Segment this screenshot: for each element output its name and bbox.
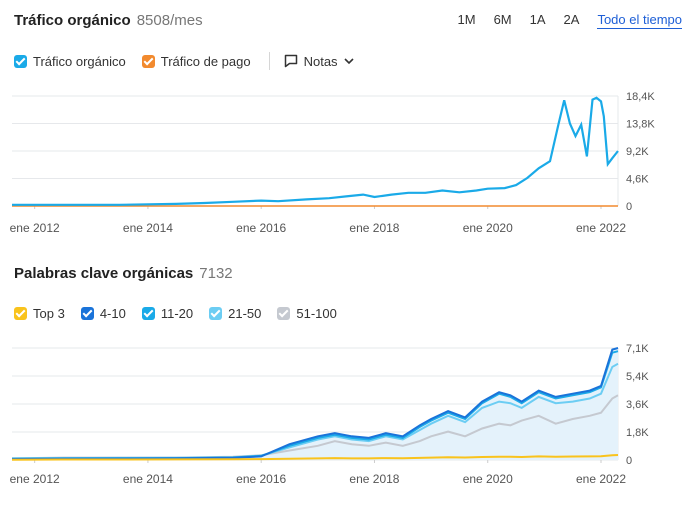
- x-tick-label: ene 2012: [10, 221, 60, 235]
- legend-top3[interactable]: Top 3: [14, 306, 65, 321]
- legend-4-10[interactable]: 4-10: [80, 306, 126, 321]
- x-tick-label: ene 2018: [349, 221, 399, 235]
- x-tick-label: ene 2020: [463, 221, 513, 235]
- legend-label: Top 3: [33, 306, 65, 321]
- keywords-value: 7132: [199, 265, 233, 282]
- y-tick-label: 9,2K: [626, 146, 649, 158]
- range-1m[interactable]: 1M: [457, 12, 476, 27]
- divider: [268, 52, 270, 70]
- legend-label: 21-50: [228, 306, 262, 321]
- organic-keywords-chart: 7,1K 5,4K 3,6K 1,8K 0 ene 2012 ene 2014 ene 201…: [10, 343, 650, 486]
- legend-label: 11-20: [160, 306, 194, 321]
- x-tick-label: ene 2014: [123, 221, 173, 235]
- checkbox-icon[interactable]: [80, 307, 94, 320]
- x-tick-label: ene 2016: [236, 221, 286, 235]
- traffic-legend: Tráfico orgánico Tráfico de pago Notas: [14, 52, 370, 70]
- checkbox-icon[interactable]: [277, 307, 291, 320]
- y-tick-label: 5,4K: [626, 371, 649, 383]
- checkbox-icon[interactable]: [141, 54, 155, 68]
- x-tick-label: ene 2022: [576, 221, 626, 235]
- keywords-legend: Top 3 4-10 11-20 21-50 51-100: [14, 306, 353, 321]
- y-tick-label: 7,1K: [626, 343, 649, 355]
- legend-21-50[interactable]: 21-50: [209, 306, 261, 321]
- x-tick-label: ene 2016: [236, 472, 286, 486]
- checkbox-icon[interactable]: [14, 307, 27, 320]
- range-all-time[interactable]: Todo el tiempo: [597, 12, 682, 29]
- y-tick-label: 18,4K: [626, 91, 655, 103]
- y-tick-label: 0: [626, 455, 632, 467]
- legend-label: Tráfico orgánico: [33, 53, 126, 69]
- legend-label: 51-100: [296, 306, 337, 321]
- x-tick-label: ene 2014: [123, 472, 173, 486]
- traffic-title-label: Tráfico orgánico: [14, 12, 131, 29]
- legend-organic-traffic[interactable]: Tráfico orgánico: [14, 54, 126, 69]
- chevron-down-icon: [343, 58, 354, 65]
- organic-traffic-chart: 18,4K 13,8K 9,2K 4,6K 0 ene 2012 ene 2014 ene 2…: [10, 91, 656, 235]
- y-tick-label: 13,8K: [626, 119, 655, 131]
- x-tick-label: ene 2022: [576, 472, 626, 486]
- keywords-title: Palabras clave orgánicas 7132: [14, 265, 233, 282]
- range-1a[interactable]: 1A: [529, 12, 546, 27]
- series-line: [12, 96, 619, 206]
- traffic-title: Tráfico orgánico 8508/mes: [14, 12, 203, 29]
- x-tick-label: ene 2020: [463, 472, 513, 486]
- note-icon: [284, 54, 297, 68]
- checkbox-icon[interactable]: [209, 307, 223, 320]
- y-tick-label: 0: [626, 201, 632, 213]
- area-fill: [12, 348, 618, 460]
- range-6m[interactable]: 6M: [493, 12, 512, 27]
- notes-dropdown[interactable]: Notas: [284, 54, 354, 69]
- x-tick-label: ene 2012: [10, 472, 60, 486]
- range-2a[interactable]: 2A: [563, 12, 580, 27]
- legend-11-20[interactable]: 11-20: [141, 306, 194, 321]
- checkbox-icon[interactable]: [141, 307, 155, 320]
- legend-51-100[interactable]: 51-100: [277, 306, 337, 321]
- legend-paid-traffic[interactable]: Tráfico de pago: [141, 53, 251, 69]
- series-line: [11, 454, 619, 461]
- notes-label: Notas: [303, 53, 338, 69]
- keywords-title-label: Palabras clave orgánicas: [14, 265, 194, 282]
- y-tick-label: 1,8K: [626, 427, 649, 439]
- range-selector: 1M 6M 1A 2A Todo el tiempo: [440, 12, 682, 29]
- x-tick-label: ene 2018: [349, 472, 399, 486]
- y-tick-label: 3,6K: [626, 399, 649, 411]
- y-tick-label: 4,6K: [626, 174, 649, 186]
- traffic-value: 8508/mes: [136, 12, 203, 29]
- checkbox-icon[interactable]: [14, 54, 27, 68]
- legend-label: 4-10: [99, 306, 126, 321]
- series-line: [11, 347, 619, 461]
- legend-label: Tráfico de pago: [160, 53, 251, 69]
